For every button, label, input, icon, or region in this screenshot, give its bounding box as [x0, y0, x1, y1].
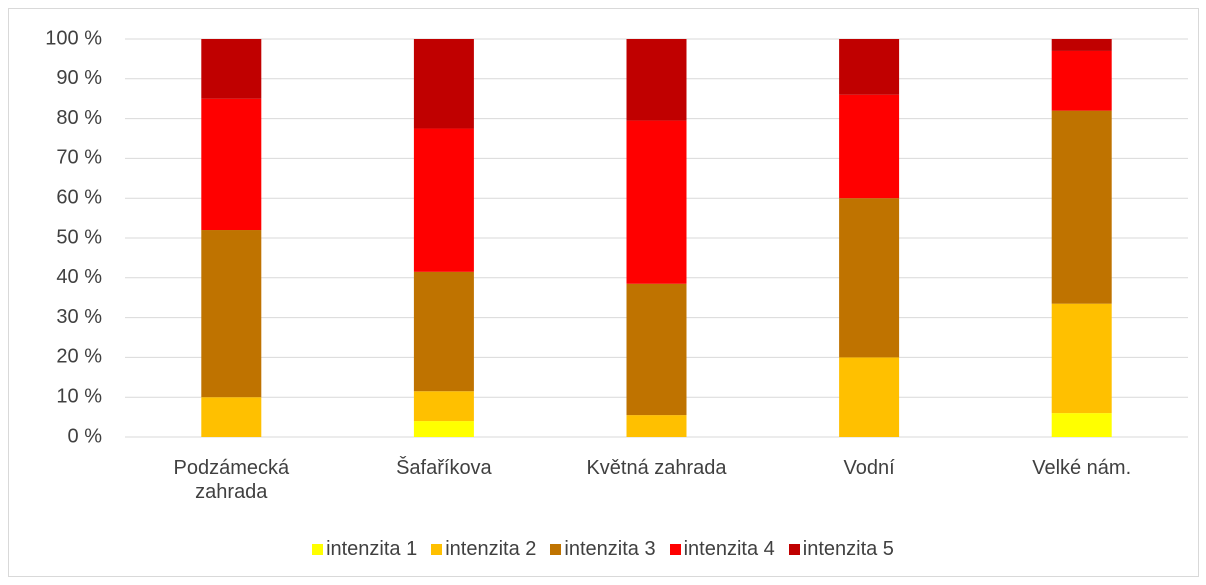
bar-segment	[626, 120, 687, 284]
legend-label: intenzita 1	[326, 538, 418, 560]
bar-segment	[839, 94, 900, 199]
chart-border	[8, 8, 1199, 577]
x-tick-label: Velké nám.	[1032, 457, 1132, 479]
bar-segment	[1051, 50, 1112, 111]
y-tick-label: 100 %	[45, 27, 102, 49]
legend-item: intenzita 5	[788, 538, 894, 561]
bar-segment	[1051, 303, 1112, 414]
bar-segment	[839, 39, 900, 95]
bar-segment	[1051, 39, 1112, 51]
y-tick-label: 40 %	[56, 266, 102, 288]
bar-segment	[839, 198, 900, 358]
bar-segment	[413, 391, 474, 422]
legend-label: intenzita 3	[564, 538, 656, 560]
legend-swatch	[550, 544, 562, 555]
legend-item: intenzita 1	[312, 538, 417, 561]
y-tick-label: 20 %	[56, 346, 102, 368]
legend-swatch	[312, 544, 324, 555]
bar-segment	[1051, 413, 1112, 437]
legend-swatch	[431, 544, 443, 555]
legend-label: intenzita 2	[445, 538, 537, 560]
legend-item: intenzita 3	[550, 538, 656, 561]
bar-segment	[626, 39, 687, 121]
legend-swatch	[788, 544, 800, 555]
bar-segment	[201, 98, 262, 231]
x-tick-label: Podzámecká zahrada	[173, 457, 290, 503]
y-tick-label: 0 %	[68, 425, 103, 447]
x-tick-label: Květná zahrada	[586, 457, 727, 479]
bar-segment	[413, 39, 474, 129]
y-tick-label: 60 %	[56, 186, 102, 208]
bar-segment	[1051, 110, 1112, 304]
legend: intenzita 1 intenzita 2 intenzita 3 intenzi…	[0, 538, 1206, 561]
bar-segment	[413, 128, 474, 272]
x-tick-label: Vodní	[843, 457, 895, 479]
bar-segment	[201, 397, 262, 437]
x-tick-label: Šafaříkova	[396, 457, 492, 479]
bar-segment	[413, 421, 474, 437]
legend-item: intenzita 2	[431, 538, 536, 561]
y-tick-label: 70 %	[56, 147, 102, 169]
y-tick-label: 90 %	[56, 67, 102, 89]
bar-segment	[626, 415, 687, 437]
legend-swatch	[669, 544, 681, 555]
bar-segment	[201, 39, 262, 99]
y-tick-label: 10 %	[56, 385, 102, 407]
y-tick-label: 30 %	[56, 306, 102, 328]
y-tick-label: 80 %	[56, 107, 102, 129]
bar-segment	[626, 283, 687, 416]
bar-segment	[413, 271, 474, 392]
y-tick-label: 50 %	[56, 226, 102, 248]
bar-segment	[839, 357, 900, 437]
legend-item: intenzita 4	[669, 538, 775, 561]
bar-segment	[201, 230, 262, 398]
legend-label: intenzita 5	[802, 538, 894, 560]
legend-label: intenzita 4	[683, 538, 775, 560]
